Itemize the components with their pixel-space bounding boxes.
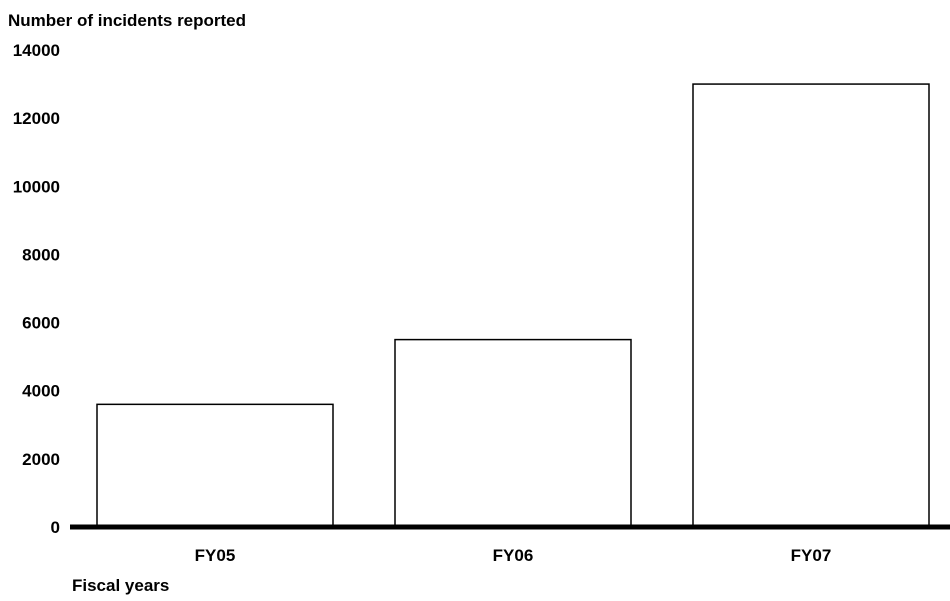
x-tick-label: FY05 — [195, 546, 236, 565]
x-axis-label: Fiscal years — [72, 576, 169, 595]
bars — [96, 83, 930, 528]
bar-fy06 — [394, 338, 632, 528]
x-tick-label: FY07 — [791, 546, 832, 565]
y-tick-label: 12000 — [13, 109, 60, 128]
y-axis-label: Number of incidents reported — [8, 11, 246, 30]
y-tick-label: 4000 — [22, 382, 60, 401]
y-tick-label: 14000 — [13, 41, 60, 60]
bar-fy05 — [96, 403, 334, 528]
x-tick-label: FY06 — [493, 546, 534, 565]
y-tick-label: 8000 — [22, 245, 60, 264]
y-tick-label: 6000 — [22, 314, 60, 333]
y-tick-label: 2000 — [22, 450, 60, 469]
y-axis-ticks: 0 2000 4000 6000 8000 10000 12000 14000 — [13, 41, 60, 537]
y-tick-label: 0 — [51, 518, 60, 537]
x-axis-ticks: FY05 FY06 FY07 — [195, 546, 832, 565]
bar-fy07 — [692, 83, 930, 528]
y-tick-label: 10000 — [13, 177, 60, 196]
